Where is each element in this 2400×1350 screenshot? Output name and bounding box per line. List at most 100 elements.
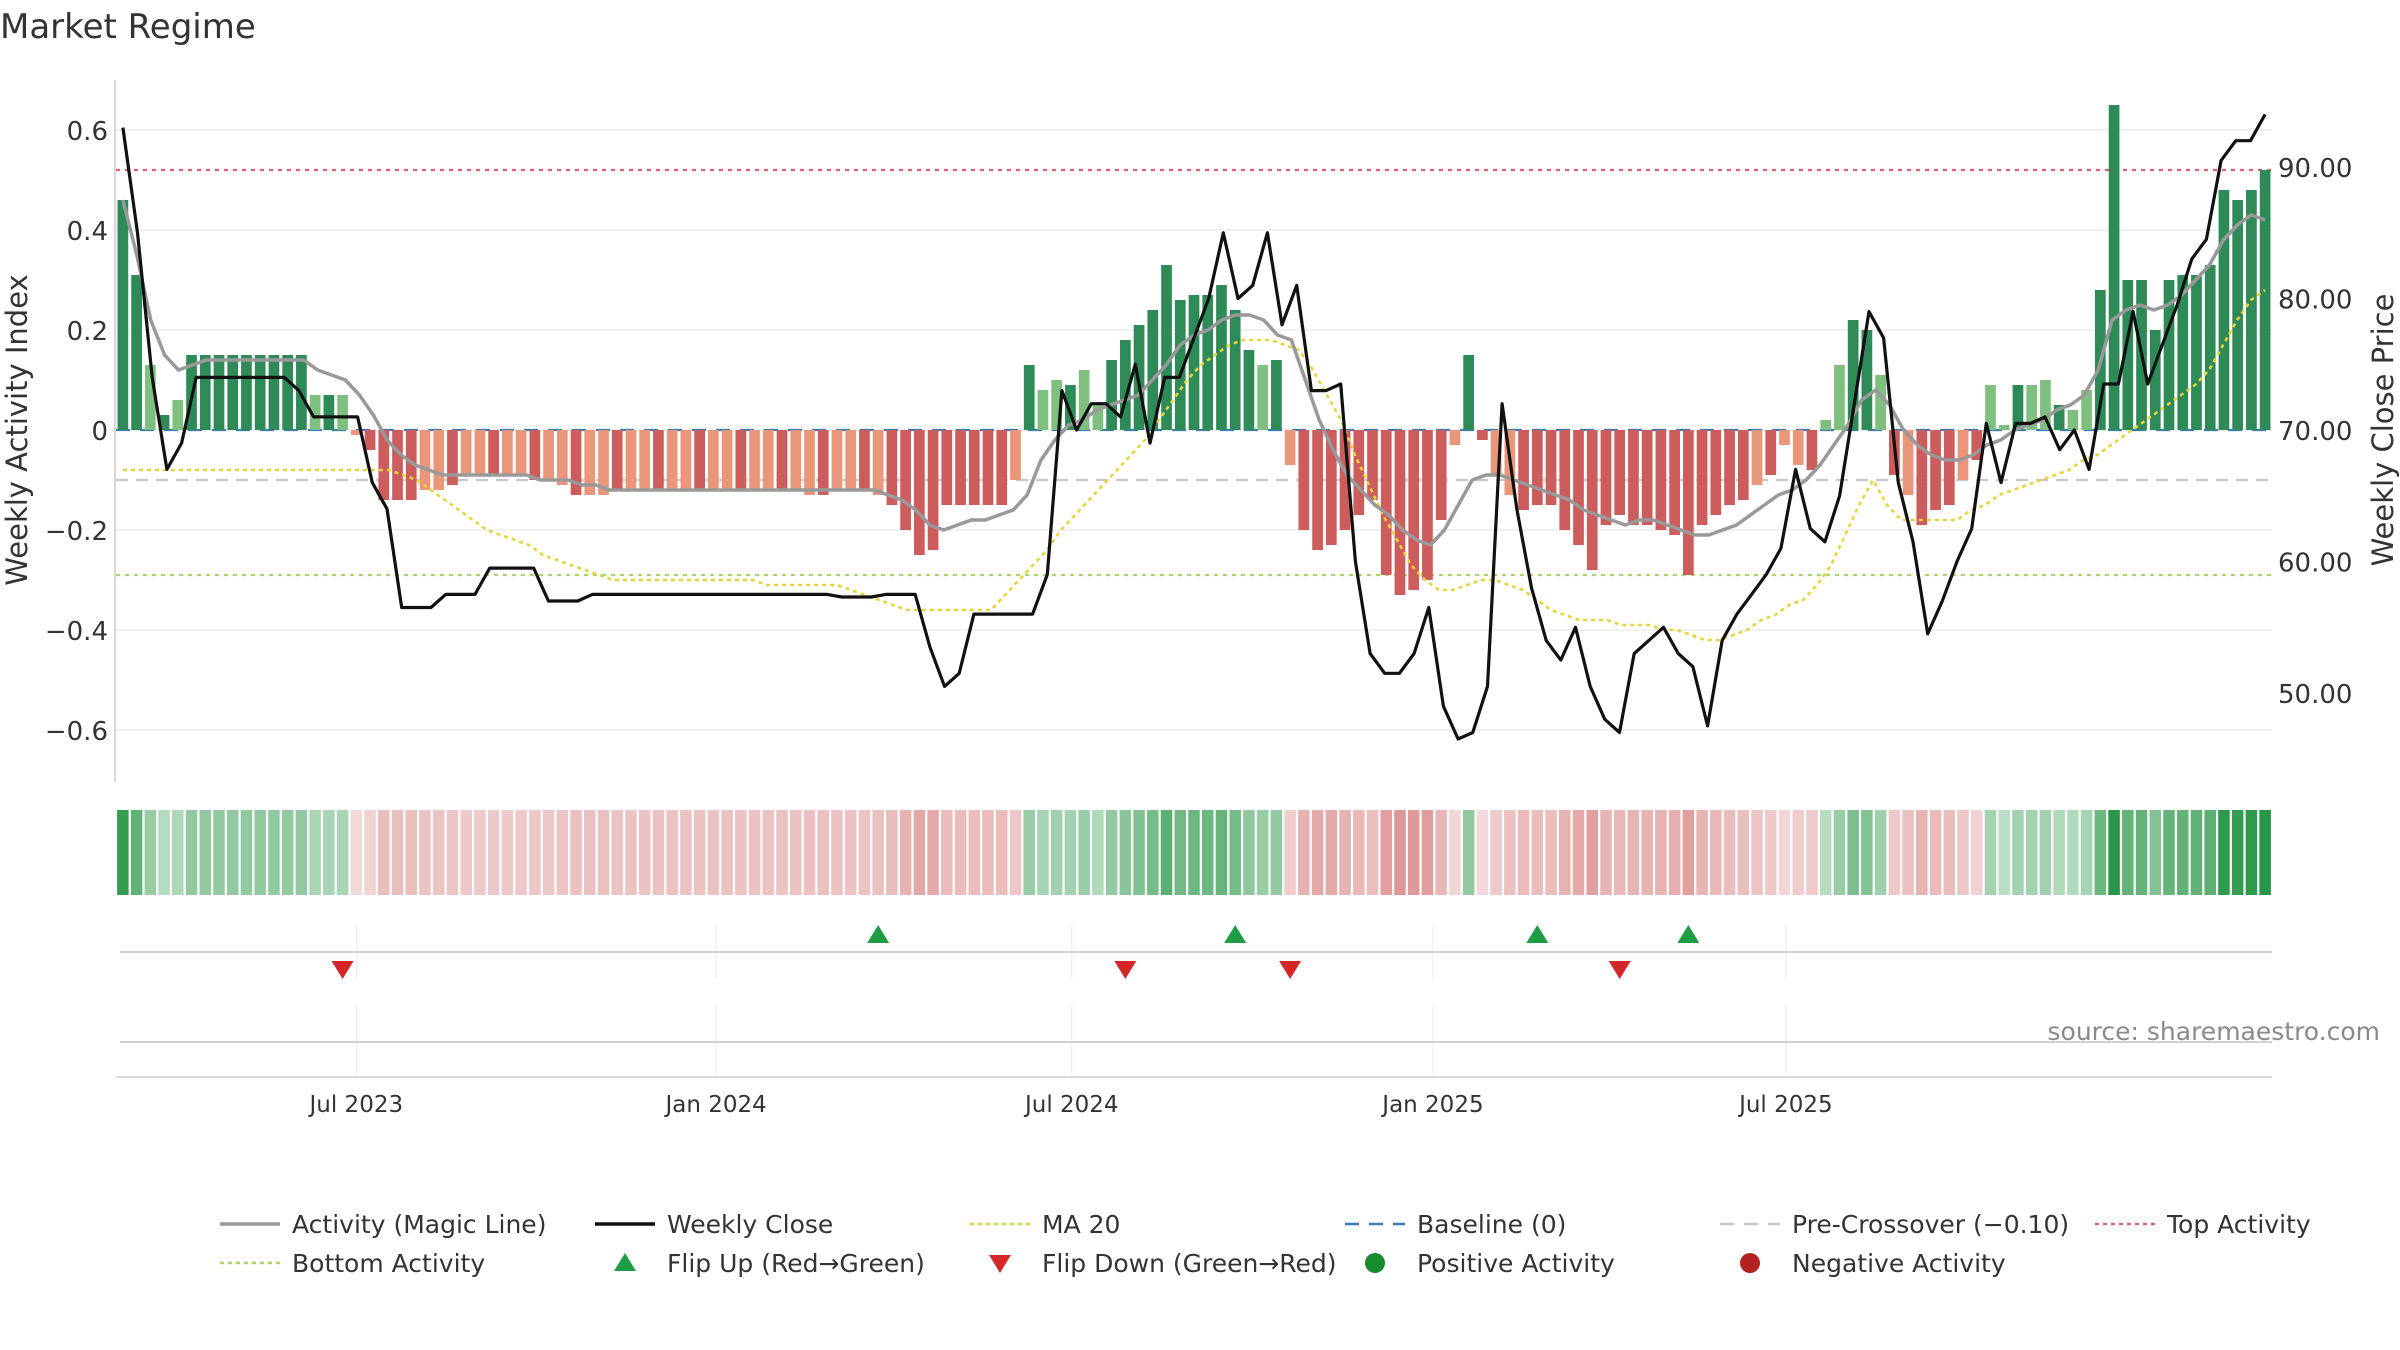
regime-cell [707, 810, 720, 895]
activity-bar [1243, 350, 1255, 430]
legend-swatch [989, 1255, 1011, 1273]
activity-bar [309, 395, 321, 430]
regime-cell [611, 810, 624, 895]
legend-item: Negative Activity [1740, 1249, 2006, 1278]
activity-bar [721, 430, 733, 490]
regime-cell [1627, 810, 1640, 895]
activity-bar [488, 430, 499, 475]
regime-cell [515, 810, 527, 895]
legend-item: Flip Up (Red→Green) [614, 1249, 925, 1278]
activity-bar [1985, 385, 1996, 430]
flip-up-marker [867, 925, 890, 943]
regime-cell [1160, 810, 1173, 895]
activity-bar [1669, 430, 1680, 535]
regime-cell [1819, 810, 1832, 895]
regime-cell [1970, 810, 1983, 895]
flip-down-marker [331, 961, 354, 979]
activity-bar [1600, 430, 1612, 525]
regime-cell [1133, 810, 1145, 895]
activity-bar [474, 430, 486, 475]
regime-cell [2218, 810, 2230, 895]
regime-cell [185, 810, 198, 895]
x-tick-label: Jul 2024 [1023, 1092, 1119, 1118]
regime-cell [1476, 810, 1489, 895]
left-tick-label: 0 [91, 417, 108, 447]
activity-bar [1325, 430, 1337, 545]
regime-cell [1188, 810, 1200, 895]
activity-bar [1092, 405, 1104, 430]
regime-cell [1023, 810, 1035, 895]
regime-cell [158, 810, 170, 895]
regime-cell [281, 810, 294, 895]
activity-bar [144, 365, 156, 430]
regime-cell [941, 810, 953, 895]
right-tick-label: 80.00 [2278, 286, 2352, 316]
activity-bar [2012, 385, 2024, 430]
activity-bar [323, 395, 335, 430]
activity-bar [1902, 430, 1914, 495]
x-tick-label: Jan 2025 [1380, 1092, 1483, 1118]
activity-bar [735, 430, 747, 490]
series-lines [121, 113, 2267, 741]
activity-bar [2232, 200, 2244, 430]
activity-bar [2246, 190, 2257, 430]
legend-item: Positive Activity [1365, 1249, 1615, 1278]
activity-bar [1806, 430, 1818, 470]
regime-cell [803, 810, 816, 895]
activity-bar [1394, 430, 1406, 595]
regime-cell [858, 810, 871, 895]
regime-cell [776, 810, 788, 895]
flip-down-marker [1608, 961, 1631, 979]
regime-cell [1078, 810, 1090, 895]
activity-bar [982, 430, 994, 505]
regime-cell [1311, 810, 1324, 895]
regime-cell [2053, 810, 2065, 895]
regime-cell [1531, 810, 1544, 895]
regime-cell [144, 810, 157, 895]
activity-bar [1861, 330, 1873, 430]
activity-bar [131, 275, 142, 430]
regime-cell [1504, 810, 1516, 895]
regime-cell [240, 810, 253, 895]
activity-bar [1380, 430, 1392, 575]
activity-bar [364, 430, 376, 450]
legend-item: Flip Down (Green→Red) [989, 1249, 1337, 1278]
activity-bar [1119, 340, 1131, 430]
legend-label: Bottom Activity [292, 1249, 485, 1278]
regime-cell [1037, 810, 1049, 895]
activity-bar [158, 415, 170, 430]
activity-bar [1023, 365, 1035, 430]
regime-cell [1710, 810, 1722, 895]
legend: Activity (Magic Line) Weekly Close MA 20 Ba… [220, 1210, 2311, 1278]
left-tick-label: 0.6 [67, 117, 108, 147]
regime-cell [2080, 810, 2093, 895]
activity-bar [1655, 430, 1667, 530]
regime-cell [748, 810, 761, 895]
activity-bar [2026, 385, 2038, 430]
activity-bar [1353, 430, 1365, 515]
regime-cell [213, 810, 225, 895]
regime-cell [432, 810, 445, 895]
regime-cell [1449, 810, 1461, 895]
regime-cell [1421, 810, 1434, 895]
activity-bar [680, 430, 692, 490]
regime-cell [652, 810, 665, 895]
activity-bar [584, 430, 596, 495]
flip-up-marker [1224, 925, 1247, 943]
regime-cell [405, 810, 418, 895]
regime-cell [1256, 810, 1269, 895]
regime-cell [721, 810, 733, 895]
regime-cell [1435, 810, 1447, 895]
activity-bar [1147, 310, 1159, 430]
regime-cell [117, 810, 129, 895]
activity-bar [1161, 265, 1172, 430]
activity-bar [1518, 430, 1529, 510]
activity-bar [859, 430, 870, 490]
activity-bar [227, 355, 239, 430]
legend-item: Bottom Activity [220, 1249, 485, 1278]
left-tick-label: −0.4 [45, 617, 108, 647]
activity-bar [1943, 430, 1955, 505]
activity-bar [1998, 425, 2010, 430]
activity-bar [1779, 430, 1790, 445]
regime-cell [693, 810, 706, 895]
